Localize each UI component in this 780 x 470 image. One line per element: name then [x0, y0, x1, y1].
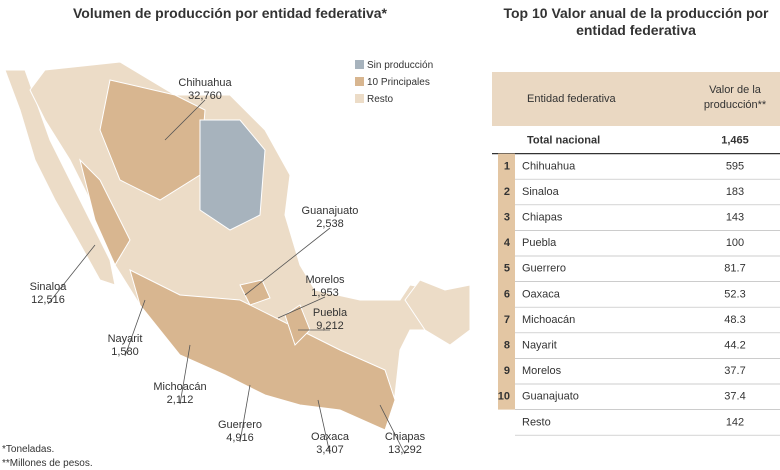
- leader-line: [379, 404, 406, 455]
- leader-line: [47, 244, 96, 305]
- region: [129, 269, 396, 431]
- rest-label: Resto: [522, 416, 551, 428]
- value: 48.3: [724, 314, 745, 326]
- state-value: 1,953: [311, 287, 339, 299]
- state-value: 9,212: [316, 320, 344, 332]
- rank: 4: [504, 237, 511, 249]
- rank: 7: [504, 314, 510, 326]
- legend-swatch: [355, 60, 364, 69]
- value: 44.2: [724, 340, 745, 352]
- map: [4, 61, 471, 431]
- rank: 3: [504, 212, 510, 224]
- leader-line: [277, 296, 326, 319]
- rank: 10: [498, 391, 510, 403]
- value: 595: [726, 160, 744, 172]
- leader-line: [179, 344, 191, 405]
- leader-line: [164, 99, 206, 141]
- table-title: Top 10 Valor anual de la producción por e…: [503, 5, 769, 38]
- state-value: 2,538: [316, 218, 344, 230]
- region: [79, 158, 131, 267]
- state: Guerrero: [522, 263, 566, 275]
- legend-label: Resto: [367, 94, 394, 105]
- leader-line: [124, 299, 146, 357]
- value: 81.7: [724, 263, 745, 275]
- state: Sinaloa: [522, 186, 560, 198]
- state-value: 12,516: [31, 294, 65, 306]
- value: 37.7: [724, 365, 745, 377]
- state-value: 2,112: [167, 394, 194, 406]
- table-header: Entidad federativa: [527, 93, 617, 105]
- total-value: 1,465: [721, 135, 749, 147]
- region: [404, 279, 471, 346]
- rank: 1: [504, 160, 510, 172]
- rank: 2: [504, 186, 510, 198]
- legend-swatch: [355, 94, 364, 103]
- state-name: Morelos: [305, 274, 345, 286]
- state-value: 4,916: [226, 432, 254, 444]
- state-name: Guerrero: [218, 419, 262, 431]
- state-name: Sinaloa: [30, 281, 68, 293]
- state-value: 3,407: [316, 444, 344, 456]
- region: [199, 119, 266, 231]
- state: Puebla: [522, 237, 557, 249]
- state: Nayarit: [522, 340, 557, 352]
- legend-label: 10 Principales: [367, 77, 430, 88]
- region: [4, 69, 116, 286]
- value: 183: [726, 186, 744, 198]
- state: Guanajuato: [522, 391, 579, 403]
- value: 52.3: [724, 288, 745, 300]
- table: Entidad federativa Valor de la producción*…: [492, 72, 780, 436]
- value: 100: [726, 237, 744, 249]
- region: [239, 279, 271, 306]
- rank: 8: [504, 340, 510, 352]
- legend: Sin producción 10 Principales Resto: [355, 60, 433, 105]
- rest-value: 142: [726, 416, 744, 428]
- total-label: Total nacional: [527, 135, 600, 147]
- legend-swatch: [355, 77, 364, 86]
- state: Chiapas: [522, 212, 563, 224]
- footnote: *Toneladas.: [2, 444, 54, 455]
- state: Oaxaca: [522, 288, 561, 300]
- leader-line: [239, 384, 251, 443]
- state-value: 1,580: [111, 346, 139, 358]
- state-name: Guanajuato: [302, 205, 359, 217]
- leader-line: [244, 227, 331, 296]
- table-header: Valor de la producción**: [704, 84, 767, 111]
- rank-column-bg: [498, 153, 515, 410]
- state-value: 13,292: [388, 444, 422, 456]
- legend-label: Sin producción: [367, 60, 433, 71]
- state-name: Chihuahua: [178, 77, 232, 89]
- leader-line: [317, 399, 331, 455]
- table-header-bg: [492, 72, 780, 126]
- value: 143: [726, 212, 744, 224]
- rank: 5: [504, 263, 510, 275]
- rank: 6: [504, 288, 510, 300]
- state-name: Nayarit: [108, 333, 143, 345]
- state-name: Oaxaca: [311, 431, 350, 443]
- footnote: **Millones de pesos.: [2, 458, 93, 469]
- state: Michoacán: [522, 314, 575, 326]
- region: [99, 79, 206, 201]
- map-title: Volumen de producción por entidad federa…: [73, 5, 388, 21]
- state-value: 32,760: [188, 90, 222, 102]
- state-name: Michoacán: [153, 381, 206, 393]
- state-name: Puebla: [313, 307, 348, 319]
- rank: 9: [504, 365, 510, 377]
- state-name: Chiapas: [385, 431, 426, 443]
- state: Chihuahua: [522, 160, 576, 172]
- state: Morelos: [522, 365, 562, 377]
- value: 37.4: [724, 391, 745, 403]
